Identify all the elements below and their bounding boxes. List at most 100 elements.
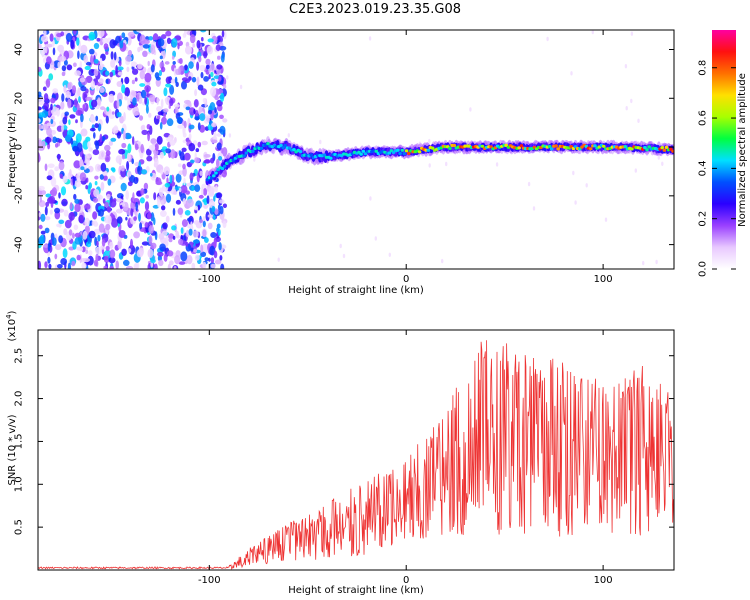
noise-cell — [60, 186, 67, 196]
ridge-core — [279, 143, 283, 147]
noise-cell — [83, 165, 87, 170]
noise-cell — [203, 188, 208, 196]
noise-cell — [157, 251, 164, 257]
ridge-core — [664, 145, 669, 149]
noise-cell — [180, 251, 188, 262]
noise-cell — [188, 143, 196, 152]
noise-cell — [184, 210, 191, 216]
noise-cell — [90, 55, 94, 66]
noise-cell — [115, 155, 123, 164]
noise-cell — [220, 92, 225, 102]
noise-cell — [211, 205, 216, 213]
noise-cell — [149, 94, 156, 103]
noise-cell — [178, 238, 184, 246]
noise-cell — [100, 106, 106, 111]
noise-cell — [105, 115, 109, 124]
noise-cell — [98, 223, 105, 233]
noise-cell — [131, 79, 135, 85]
noise-cell — [624, 63, 628, 69]
noise-cell — [142, 44, 150, 49]
noise-cell — [182, 198, 186, 205]
ridge-core — [630, 147, 634, 151]
noise-cell — [164, 61, 170, 65]
noise-cell — [137, 165, 141, 172]
noise-cell — [203, 204, 209, 209]
noise-cell — [192, 230, 199, 238]
noise-cell — [217, 80, 224, 85]
noise-cell — [138, 115, 144, 121]
noise-cell — [74, 180, 82, 188]
noise-cell — [44, 216, 51, 221]
noise-cell — [51, 187, 57, 197]
noise-cell — [55, 244, 62, 251]
noise-cell — [106, 206, 112, 213]
noise-cell — [194, 254, 200, 261]
ridge-core — [374, 149, 379, 153]
noise-cell — [67, 262, 71, 269]
ridge-core — [452, 143, 457, 148]
noise-cell — [142, 50, 148, 57]
noise-cell — [100, 162, 107, 172]
noise-cell — [140, 143, 144, 154]
noise-cell — [38, 43, 42, 49]
noise-cell — [104, 154, 111, 163]
noise-cell — [118, 230, 126, 238]
noise-cell — [91, 221, 95, 226]
noise-cell — [95, 253, 99, 263]
noise-cell — [139, 83, 146, 87]
noise-cell — [50, 118, 54, 125]
noise-cell — [44, 227, 50, 234]
noise-cell — [197, 84, 204, 91]
ridge-core — [259, 146, 264, 150]
noise-cell — [50, 177, 57, 187]
noise-cell — [81, 262, 87, 269]
noise-cell — [60, 31, 65, 37]
noise-cell — [165, 83, 172, 88]
noise-cell — [118, 60, 122, 67]
noise-cell — [137, 46, 141, 53]
noise-cell — [178, 261, 186, 265]
noise-cell — [188, 61, 194, 69]
noise-cell — [55, 143, 59, 148]
colorbar-tick-label: 0.0 — [698, 261, 709, 277]
noise-cell — [73, 160, 81, 169]
noise-cell — [216, 142, 222, 150]
noise-cell — [103, 255, 110, 263]
noise-cell — [495, 162, 499, 167]
noise-cell — [47, 242, 51, 252]
noise-cell — [184, 30, 187, 36]
noise-cell — [214, 185, 218, 193]
ridge-core — [400, 148, 405, 152]
noise-cell — [169, 174, 173, 184]
noise-cell — [127, 181, 133, 187]
noise-cell — [38, 66, 42, 72]
noise-cell — [131, 91, 137, 96]
noise-cell — [191, 185, 195, 191]
noise-cell — [74, 70, 82, 77]
noise-cell — [92, 197, 98, 203]
noise-cell — [146, 155, 153, 162]
spectrogram-axes: -100 0 100 -40 -20 0 20 40 — [14, 30, 674, 285]
noise-cell — [144, 201, 150, 211]
y-tick-label: 0.5 — [14, 519, 25, 535]
ridge-core — [430, 146, 435, 150]
noise-cell — [82, 257, 90, 263]
noise-cell — [183, 152, 191, 161]
noise-cell — [88, 31, 96, 41]
noise-cell — [213, 239, 217, 249]
noise-cell — [88, 182, 93, 189]
noise-cell — [40, 230, 46, 235]
noise-cell — [105, 51, 109, 55]
noise-cell — [74, 236, 82, 245]
noise-cell — [165, 30, 172, 37]
noise-cell — [277, 257, 280, 262]
noise-cell — [54, 166, 60, 172]
snr-xlabel: Height of straight line (km) — [288, 585, 424, 596]
noise-cell — [163, 87, 168, 97]
noise-cell — [44, 261, 48, 269]
noise-cell — [39, 195, 42, 203]
noise-cell — [193, 108, 196, 115]
noise-cell — [98, 64, 104, 71]
x-tick-label: 100 — [594, 575, 613, 586]
